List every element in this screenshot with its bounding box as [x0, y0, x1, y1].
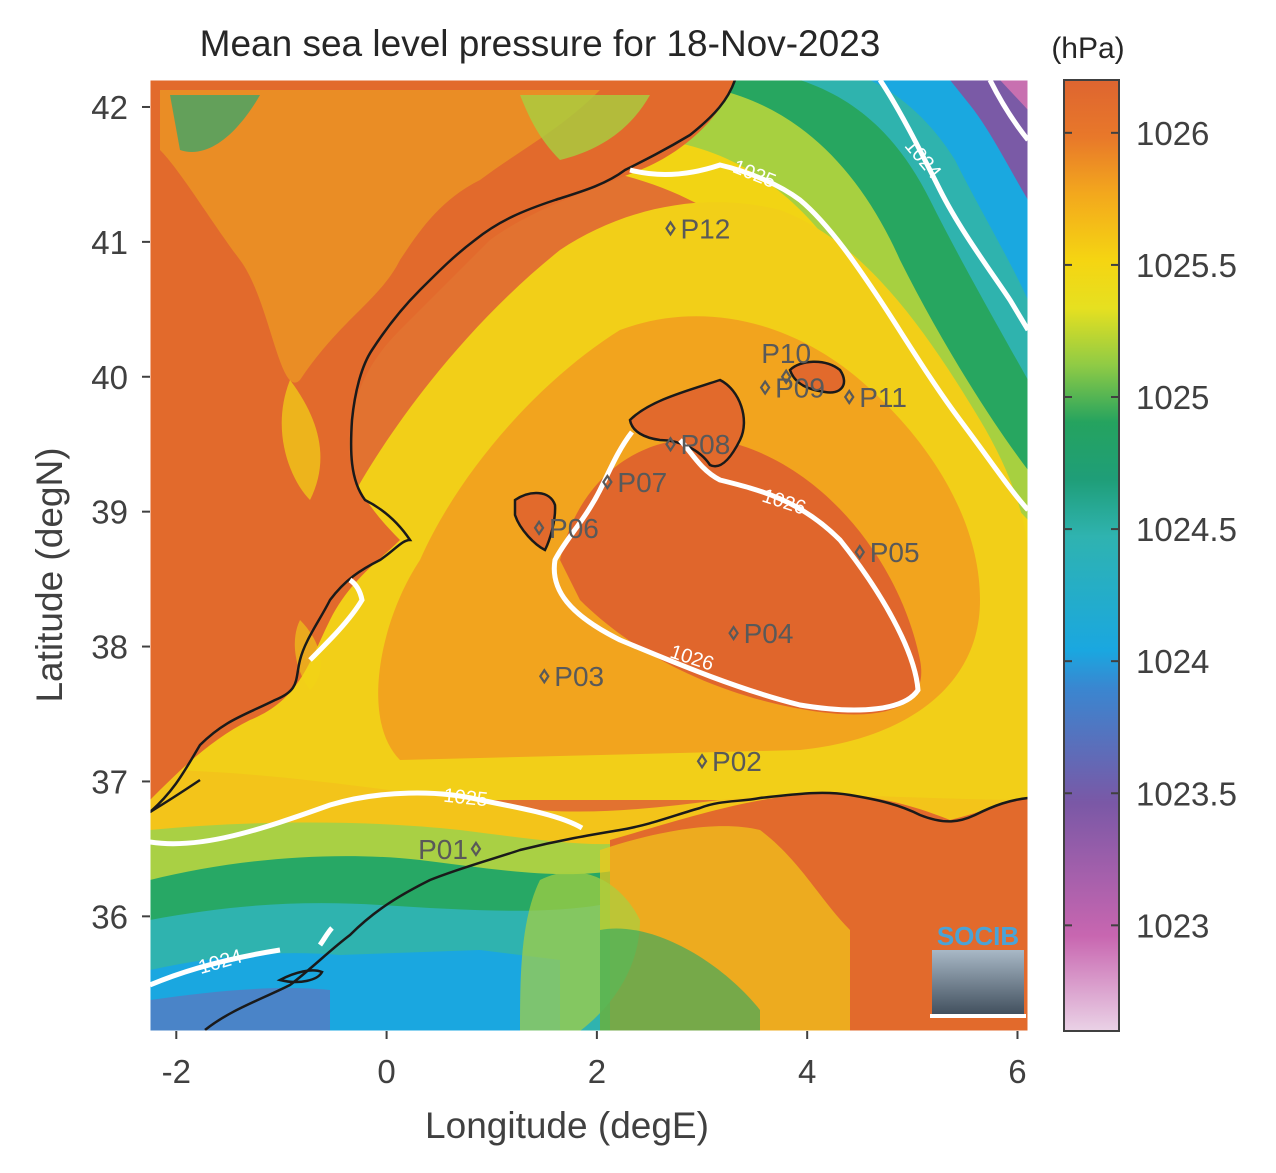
y-tick-label: 41 — [91, 224, 128, 261]
station-label: P07 — [617, 467, 667, 498]
station-marker — [696, 753, 708, 770]
socib-logo: SOCIB — [930, 921, 1026, 1018]
x-tick-label: 4 — [798, 1053, 816, 1090]
map-frame — [149, 79, 1029, 1032]
y-tick-label: 39 — [91, 494, 128, 531]
station-label: P10 — [761, 338, 811, 369]
x-tick-label: 0 — [377, 1053, 395, 1090]
colorbar-tick-label: 1023.5 — [1136, 775, 1237, 812]
y-axis: 42 41 40 39 38 37 36 — [91, 89, 150, 935]
station-label: P05 — [870, 537, 920, 568]
station-marker — [854, 544, 866, 561]
station-marker — [665, 220, 676, 237]
station-label: P11 — [859, 382, 907, 413]
station-label: P01 — [418, 834, 468, 865]
socib-logo-text: SOCIB — [937, 921, 1019, 951]
station-marker — [538, 668, 550, 685]
contour-label: 1025 — [442, 785, 489, 812]
x-tick-label: 6 — [1008, 1053, 1026, 1090]
pressure-field: SOCIB — [150, 80, 1028, 1031]
y-axis-label: Latitude (degN) — [29, 447, 70, 702]
x-axis: -2 0 2 4 6 — [162, 1031, 1027, 1090]
colorbar — [1063, 79, 1120, 1032]
station-label: P04 — [744, 618, 794, 649]
colorbar-tick-label: 1025 — [1136, 379, 1209, 416]
station-marker — [665, 436, 676, 453]
station-marker — [780, 368, 792, 385]
map-title: Mean sea level pressure for 18-Nov-2023 — [200, 23, 881, 64]
colorbar-ticks: 1026 1025.5 1025 1024.5 1024 1023.5 1023 — [1064, 115, 1237, 944]
y-tick-label: 36 — [91, 898, 128, 935]
station-marker — [843, 389, 855, 405]
y-tick-label: 37 — [91, 763, 128, 800]
x-tick-label: -2 — [162, 1053, 191, 1090]
x-axis-label: Longitude (degE) — [425, 1105, 709, 1146]
colorbar-tick-label: 1025.5 — [1136, 247, 1237, 284]
station-label: P08 — [680, 429, 730, 460]
x-tick-label: 2 — [588, 1053, 606, 1090]
y-tick-label: 40 — [91, 359, 128, 396]
station-marker — [533, 519, 545, 536]
station-label: P02 — [712, 746, 762, 777]
station-marker — [759, 379, 771, 396]
y-tick-label: 38 — [91, 629, 128, 666]
y-tick-label: 42 — [91, 89, 128, 126]
station-marker — [728, 625, 739, 642]
station-marker — [602, 473, 613, 490]
colorbar-tick-label: 1024 — [1136, 643, 1209, 680]
colorbar-tick-label: 1024.5 — [1136, 511, 1237, 548]
station-label: P03 — [554, 661, 604, 692]
station-label: P12 — [680, 213, 730, 244]
colorbar-tick-label: 1026 — [1136, 115, 1209, 152]
colorbar-unit-label: (hPa) — [1051, 32, 1124, 65]
station-marker — [470, 840, 482, 857]
station-label: P06 — [549, 513, 599, 544]
colorbar-tick-label: 1023 — [1136, 907, 1209, 944]
